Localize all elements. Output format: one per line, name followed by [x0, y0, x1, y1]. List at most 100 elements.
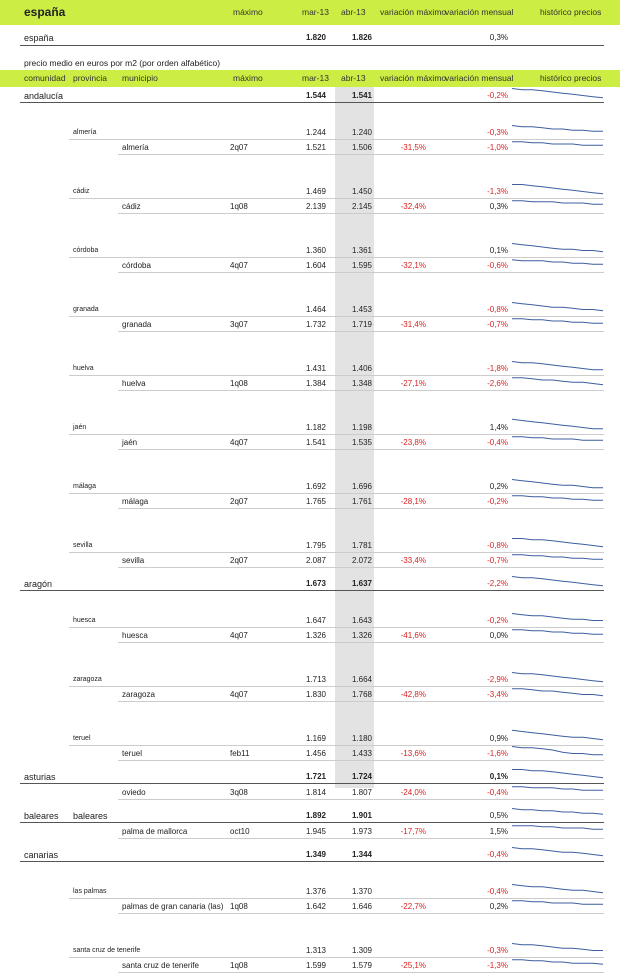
row-sparkline	[511, 746, 603, 756]
row-mar: 1.795	[305, 541, 326, 550]
row-divider	[69, 434, 604, 435]
col-var-max: variación máximo	[380, 7, 447, 17]
row-mar: 1.384	[305, 379, 326, 388]
col-hist: histórico precios	[540, 7, 602, 17]
sparkline-path	[512, 959, 604, 965]
col-maximo-2: máximo	[233, 73, 263, 83]
row-abr: 1.807	[351, 788, 372, 797]
row-name: santa cruz de tenerife	[73, 947, 141, 954]
col-abr-2: abr-13	[341, 73, 366, 83]
row-sparkline	[511, 243, 604, 253]
row-maximo: oct10	[230, 827, 250, 836]
row-mar: 1.604	[305, 261, 326, 270]
row-maximo: 1q08	[230, 379, 248, 388]
row-sparkline	[512, 900, 603, 905]
row-name: jaén	[73, 424, 87, 431]
row-mar: 1.892	[305, 811, 326, 820]
row-abr: 1.719	[351, 320, 372, 329]
espana-name: españa	[24, 33, 54, 43]
row-name: zaragoza	[122, 690, 155, 699]
row-sparkline	[511, 729, 604, 741]
row-name: zaragoza	[73, 676, 102, 683]
row-sparkline	[511, 884, 604, 894]
row-var-max: -23,8%	[400, 438, 426, 447]
row-abr: 1.646	[351, 902, 372, 911]
row-sparkline	[511, 479, 603, 489]
row-abr: 1.724	[351, 772, 372, 781]
row-sparkline	[512, 786, 603, 791]
row-mar: 1.541	[305, 438, 326, 447]
row-name: cádiz	[122, 202, 141, 211]
row-var-mens: -0,8%	[487, 305, 508, 314]
row-sparkline	[512, 554, 603, 560]
row-sparkline	[511, 88, 604, 99]
row-divider	[118, 213, 604, 214]
row-name: asturias	[24, 772, 56, 782]
row-sparkline	[512, 688, 604, 697]
col-var-mens: variación mensual	[445, 7, 514, 17]
row-var-mens: -0,3%	[487, 128, 508, 137]
row-name: las palmas	[73, 888, 107, 895]
sparkline-path	[511, 576, 604, 587]
row-mar: 1.464	[305, 305, 326, 314]
col-abr: abr-13	[341, 7, 366, 17]
row-mar: 1.732	[305, 320, 326, 329]
row-sparkline	[511, 847, 604, 857]
row-sparkline	[512, 495, 603, 501]
row-name: almería	[73, 129, 97, 136]
espana-var-mens: 0,3%	[489, 33, 508, 42]
row-divider	[69, 139, 604, 140]
row-divider	[69, 686, 604, 687]
row-var-mens: 1,5%	[489, 827, 508, 836]
row-maximo: 2q07	[230, 143, 248, 152]
row-divider	[118, 838, 604, 839]
row-mar: 2.087	[305, 556, 326, 565]
row-var-max: -13,6%	[400, 749, 426, 758]
sparkline-path	[511, 613, 603, 621]
row-name: aragón	[24, 579, 53, 589]
row-var-mens: -2,9%	[487, 675, 508, 684]
row-name: teruel	[73, 735, 91, 742]
row-mar: 1.349	[305, 850, 326, 859]
row-maximo: 1q08	[230, 961, 248, 970]
row-mar: 1.945	[305, 827, 326, 836]
row-divider	[118, 913, 604, 914]
row-mar: 1.692	[305, 482, 326, 491]
row-mar: 1.456	[305, 749, 326, 758]
row-abr: 1.781	[351, 541, 372, 550]
sparkline-path	[511, 808, 604, 815]
row-var-mens: -1,0%	[487, 143, 508, 152]
row-sparkline	[511, 576, 604, 587]
row-abr: 1.450	[351, 187, 372, 196]
row-var-mens: -1,8%	[487, 364, 508, 373]
row-var-max: -28,1%	[400, 497, 426, 506]
row-sparkline	[512, 377, 604, 386]
row-abr: 1.406	[351, 364, 372, 373]
sparkline-path	[512, 184, 604, 195]
col-hist-2: histórico precios	[540, 73, 602, 83]
row-maximo: 4q07	[230, 438, 248, 447]
sparkline-path	[511, 125, 603, 132]
row-mar: 1.647	[305, 616, 326, 625]
row-abr: 1.696	[351, 482, 372, 491]
row-var-mens: -0,4%	[487, 788, 508, 797]
row-mar: 1.721	[305, 772, 326, 781]
row-mar: 1.642	[305, 902, 326, 911]
row-var-mens: -0,4%	[487, 887, 508, 896]
row-abr: 1.761	[351, 497, 372, 506]
sparkline-path	[511, 884, 604, 894]
row-var-max: -42,8%	[400, 690, 426, 699]
sparkline-path	[511, 479, 603, 489]
sparkline-path	[511, 302, 604, 312]
row-mar: 1.313	[305, 946, 326, 955]
row-var-max: -32,4%	[400, 202, 426, 211]
row-mar: 1.469	[305, 187, 326, 196]
row-divider	[118, 642, 604, 643]
row-sparkline	[511, 418, 603, 430]
row-var-mens: -0,7%	[487, 556, 508, 565]
row-name: baleares	[24, 811, 59, 821]
col-municipio: municipio	[122, 73, 158, 83]
row-sparkline	[511, 125, 603, 132]
row-name: granada	[122, 320, 152, 329]
row-var-mens: -3,4%	[487, 690, 508, 699]
